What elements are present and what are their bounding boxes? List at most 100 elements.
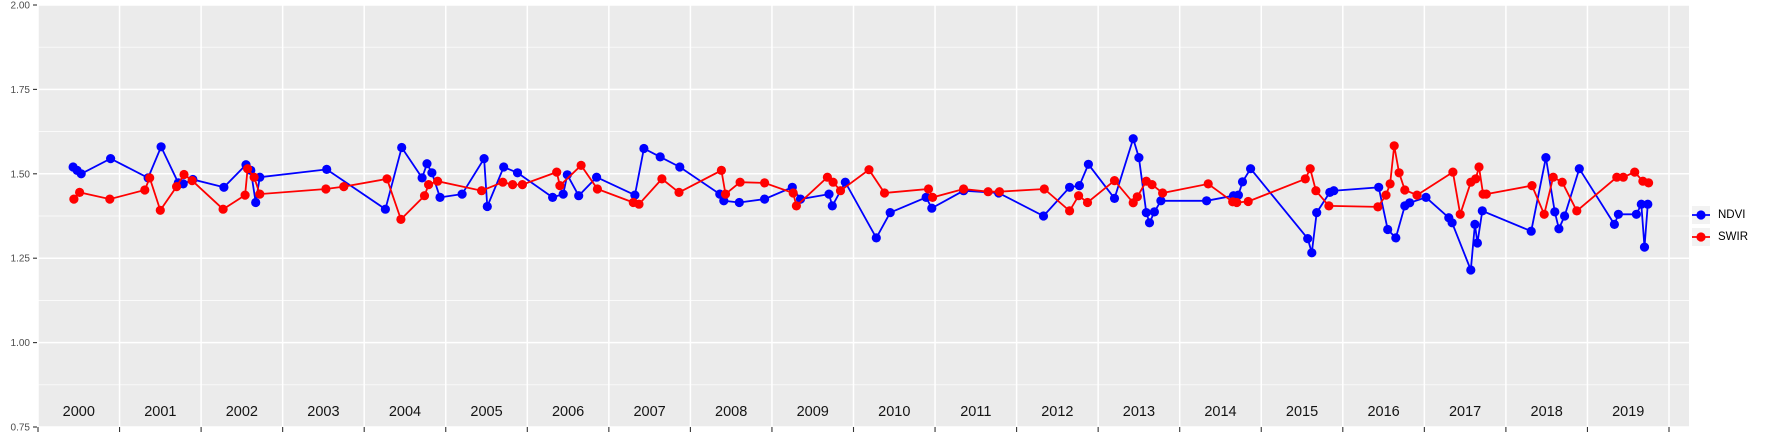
data-point-ndvi (574, 191, 584, 201)
data-point-ndvi (499, 162, 509, 172)
data-point-swir (835, 186, 846, 196)
data-point-ndvi (1466, 265, 1476, 275)
legend-label-swir: SWIR (1718, 231, 1749, 243)
data-point-ndvi (1470, 219, 1480, 229)
data-point-ndvi (1609, 219, 1619, 229)
data-point-ndvi (251, 197, 261, 208)
data-point-swir (592, 184, 603, 194)
x-axis-year-label: 2011 (960, 404, 991, 420)
data-point-swir (1539, 209, 1549, 219)
y-axis-tick-label: 2.00 (11, 1, 31, 12)
data-point-swir (1158, 188, 1168, 198)
data-point-ndvi (1307, 248, 1317, 258)
data-point-ndvi (827, 201, 837, 211)
data-point-swir (218, 204, 228, 214)
data-point-swir (716, 165, 727, 175)
data-point-swir (735, 177, 745, 187)
data-point-swir (928, 192, 938, 202)
data-point-swir (1572, 206, 1582, 216)
x-axis-year-label: 2014 (1204, 404, 1236, 420)
data-point-ndvi (482, 201, 492, 212)
data-point-swir (1471, 174, 1481, 184)
data-point-swir (791, 201, 802, 211)
data-point-swir (1385, 179, 1395, 189)
y-axis-tick-label: 1.75 (11, 85, 31, 96)
x-axis-year-label: 2016 (1367, 404, 1399, 420)
data-point-ndvi (871, 233, 881, 243)
data-point-swir (240, 190, 250, 200)
data-point-ndvi (1303, 234, 1313, 244)
x-axis-year-label: 2013 (1123, 404, 1155, 420)
y-axis-tick-label: 1.25 (11, 254, 31, 265)
data-point-swir (1481, 189, 1491, 199)
data-point-swir (1305, 164, 1315, 174)
data-point-swir (1548, 172, 1558, 182)
ndvi-key-icon (1692, 206, 1710, 224)
data-point-swir (1243, 196, 1253, 207)
data-point-swir (255, 189, 265, 199)
data-point-ndvi (76, 169, 86, 179)
data-point-ndvi (1329, 186, 1339, 196)
data-point-ndvi (322, 164, 332, 174)
data-point-swir (994, 187, 1005, 197)
data-point-ndvi (1541, 153, 1551, 163)
data-point-swir (1373, 202, 1383, 212)
data-point-ndvi (548, 192, 558, 202)
data-point-ndvi (427, 168, 437, 178)
data-point-swir (1132, 192, 1142, 202)
data-point-ndvi (1405, 198, 1415, 208)
data-point-ndvi (824, 189, 834, 199)
data-point-swir (720, 189, 731, 199)
data-point-swir (828, 177, 838, 187)
data-point-swir (321, 184, 331, 194)
data-point-swir (1612, 172, 1622, 182)
data-point-swir (552, 167, 562, 177)
data-point-swir (145, 173, 155, 183)
data-point-swir (1232, 197, 1242, 208)
data-point-ndvi (106, 154, 116, 164)
x-axis-year-label: 2017 (1449, 404, 1481, 420)
data-point-ndvi (1391, 233, 1401, 243)
x-axis-year-label: 2006 (552, 404, 584, 420)
data-point-swir (864, 165, 874, 175)
data-point-ndvi (422, 159, 432, 169)
data-point-ndvi (1237, 177, 1248, 187)
data-point-ndvi (1128, 134, 1138, 144)
data-point-ndvi (1038, 211, 1049, 221)
data-point-swir (339, 182, 349, 192)
data-point-ndvi (675, 162, 685, 172)
data-point-swir (983, 187, 993, 197)
x-axis-year-label: 2008 (715, 404, 747, 420)
data-point-swir (1147, 180, 1157, 190)
x-axis-year-label: 2002 (226, 404, 258, 420)
data-point-ndvi (927, 203, 937, 213)
data-point-swir (75, 187, 85, 197)
data-point-ndvi (1246, 164, 1256, 174)
data-point-ndvi (921, 192, 931, 202)
legend: NDVI SWIR (1692, 206, 1748, 246)
data-point-swir (433, 176, 443, 186)
data-point-swir (382, 174, 392, 184)
data-point-ndvi (592, 172, 602, 182)
data-point-ndvi (1149, 207, 1159, 217)
x-axis-year-label: 2019 (1612, 404, 1644, 420)
data-point-swir (1389, 141, 1399, 151)
data-point-swir (424, 180, 434, 190)
data-point-swir (879, 188, 890, 198)
swir-key-icon (1692, 228, 1710, 246)
data-point-swir (788, 188, 798, 198)
data-point-swir (69, 194, 79, 204)
data-point-swir (1630, 167, 1640, 177)
y-axis-tick-label: 0.75 (11, 423, 31, 434)
data-point-swir (1412, 190, 1422, 200)
data-point-ndvi (1144, 218, 1155, 228)
data-point-swir (576, 160, 586, 170)
data-point-ndvi (1631, 209, 1641, 219)
data-point-swir (1527, 181, 1537, 191)
series-swir (69, 141, 1654, 224)
data-point-ndvi (1560, 211, 1570, 221)
data-point-swir (634, 199, 644, 209)
data-point-swir (179, 169, 189, 180)
data-point-ndvi (1141, 208, 1151, 218)
